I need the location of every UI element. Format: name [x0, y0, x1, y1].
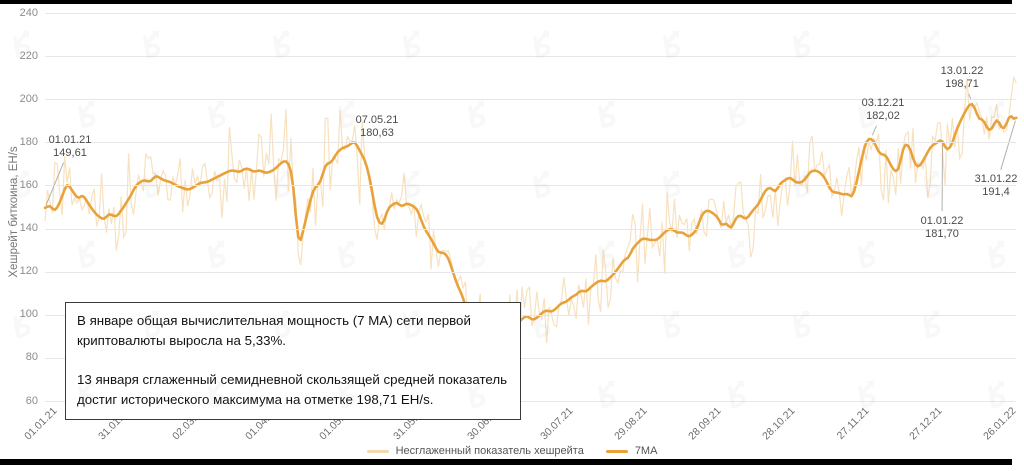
annotation-date: 31.01.22	[974, 173, 1018, 185]
legend-item-raw: Несглаженный показатель хешрейта	[366, 445, 584, 457]
annotation-value: 198,71	[945, 78, 979, 90]
y-tick-label: 180	[19, 135, 38, 148]
y-tick-label: 80	[25, 351, 38, 364]
raw-hashrate-line	[44, 75, 1017, 376]
annotation-date: 07.05.21	[355, 114, 399, 126]
data-annotation: 01.01.21 149,61	[49, 134, 92, 160]
infobox-paragraph-1: В январе общая вычислительная мощность (…	[77, 313, 471, 348]
gridline	[45, 142, 1016, 144]
top-black-bar	[0, 0, 1012, 4]
infobox-paragraph-2: 13 января сглаженный семидневной скользя…	[77, 371, 508, 407]
leader-line	[871, 125, 877, 136]
y-tick-label: 220	[19, 49, 38, 62]
annotation-value: 182,02	[866, 110, 900, 122]
y-tick-label: 140	[19, 222, 38, 235]
annotation-leader-lines	[45, 93, 1016, 212]
hashrate-chart	[43, 75, 1018, 376]
y-tick-label: 200	[19, 92, 38, 105]
legend-item-ma: 7MA	[605, 445, 658, 457]
data-annotation: 01.01.22 181,70	[921, 215, 964, 241]
leader-line	[968, 93, 972, 100]
leader-line	[45, 162, 64, 206]
gridline	[45, 13, 1016, 14]
data-annotation: 13.01.22 198,71	[941, 65, 984, 91]
gridline	[45, 228, 1016, 230]
data-annotation: 31.01.22 191,4	[975, 173, 1018, 199]
data-annotation: 07.05.21 180,63	[356, 114, 399, 140]
legend-label-ma: 7MA	[634, 445, 658, 457]
gridline	[45, 99, 1016, 101]
gridline	[45, 185, 1016, 187]
leader-line	[1000, 120, 1016, 170]
y-tick-label: 160	[19, 178, 38, 191]
annotation-date: 01.01.21	[48, 134, 92, 146]
gridline	[45, 271, 1016, 273]
y-tick-label: 60	[25, 394, 38, 407]
annotation-value: 181,70	[925, 228, 959, 240]
annotation-value: 191,4	[982, 186, 1010, 198]
bottom-black-bar	[0, 459, 1012, 465]
annotation-box: В январе общая вычислительная мощность (…	[65, 302, 521, 420]
y-axis-title-text: Хешрейт биткоина, EH/s	[8, 146, 20, 278]
y-tick-label: 240	[19, 6, 38, 19]
ma7-line-swatch-icon	[605, 449, 628, 453]
legend: Несглаженный показатель хешрейта 7MA	[0, 445, 1024, 457]
gridline	[45, 314, 1016, 316]
gridline	[45, 357, 1016, 359]
y-tick-label: 120	[19, 265, 38, 278]
annotation-value: 149,61	[53, 147, 87, 159]
annotation-date: 01.01.22	[920, 215, 964, 227]
y-tick-label: 100	[19, 308, 38, 321]
annotation-date: 13.01.22	[940, 65, 984, 77]
data-annotation: 03.12.21 182,02	[862, 97, 905, 123]
gridline	[45, 401, 1016, 402]
annotation-value: 180,63	[360, 127, 394, 139]
gridline	[45, 56, 1016, 58]
raw-line-swatch-icon	[366, 449, 389, 453]
legend-label-raw: Несглаженный показатель хешрейта	[395, 445, 584, 457]
annotation-date: 03.12.21	[861, 97, 905, 109]
ma7-line	[43, 102, 1018, 350]
